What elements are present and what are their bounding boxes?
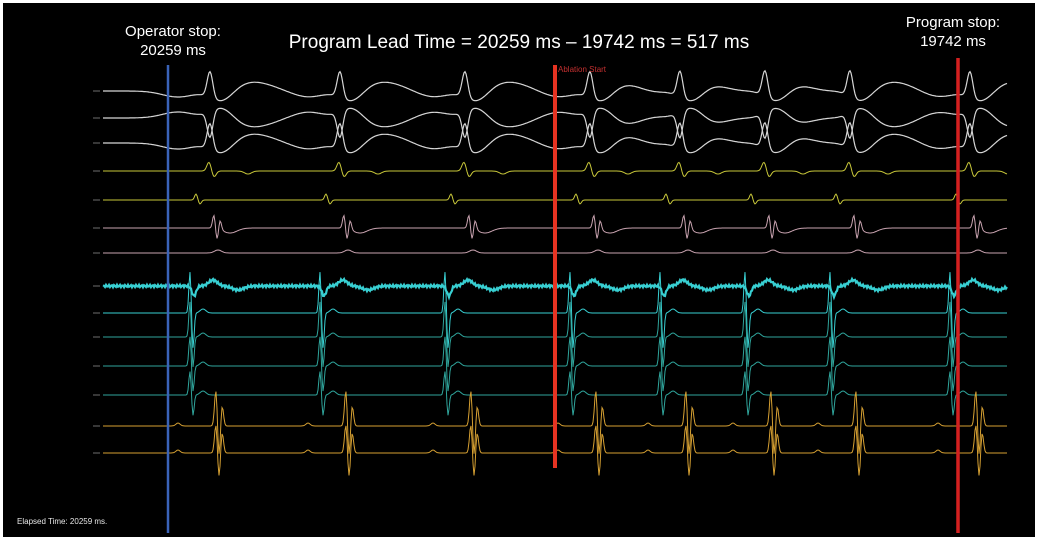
- ablation-start-label: Ablation Start: [558, 65, 607, 74]
- operator-stop-annotation: Operator stop: 20259 ms: [103, 22, 243, 60]
- lead-time-formula: Program Lead Time = 20259 ms – 19742 ms …: [288, 32, 750, 53]
- program-stop-title: Program stop:: [905, 14, 1001, 31]
- ep-recording-screen: Operator stop: 20259 ms Program Lead Tim…: [3, 3, 1035, 537]
- program-stop-annotation: Program stop: 19742 ms: [883, 13, 1023, 51]
- program-stop-value: 19742 ms: [920, 33, 986, 50]
- operator-stop-title: Operator stop:: [125, 23, 221, 40]
- operator-stop-value: 20259 ms: [140, 42, 206, 59]
- electrogram-traces: [93, 58, 1008, 533]
- elapsed-time-readout: Elapsed Time: 20259 ms.: [17, 517, 108, 526]
